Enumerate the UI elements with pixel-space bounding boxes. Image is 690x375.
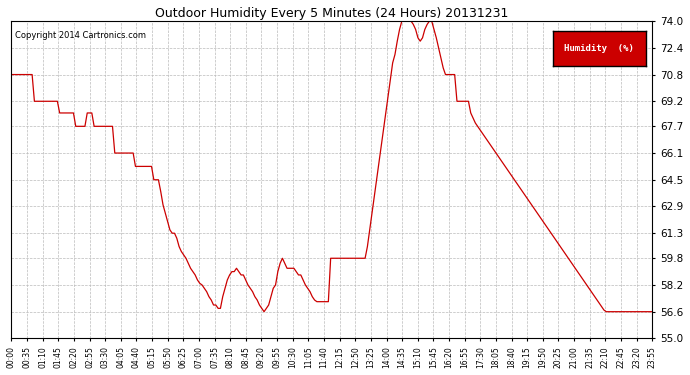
Text: Copyright 2014 Cartronics.com: Copyright 2014 Cartronics.com	[14, 31, 146, 40]
Title: Outdoor Humidity Every 5 Minutes (24 Hours) 20131231: Outdoor Humidity Every 5 Minutes (24 Hou…	[155, 7, 509, 20]
